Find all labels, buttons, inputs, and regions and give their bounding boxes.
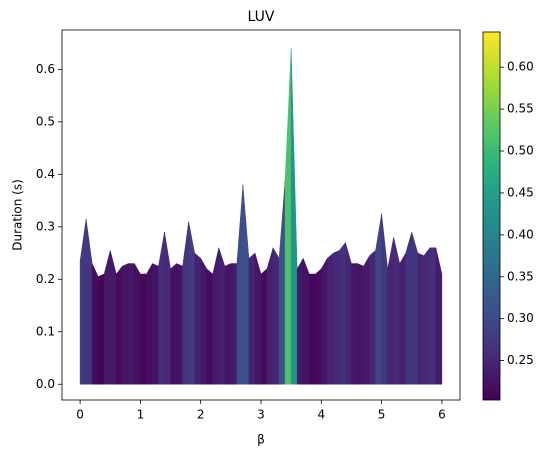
- area-segment: [140, 273, 147, 385]
- area-segment: [375, 213, 382, 385]
- area-segment: [158, 232, 165, 385]
- area-segment: [254, 252, 262, 385]
- area-segment: [176, 263, 183, 385]
- area-segment: [200, 257, 207, 385]
- area-segment: [333, 250, 340, 385]
- area-segment: [272, 246, 280, 385]
- colorbar-tick-label: 0.50: [507, 144, 534, 158]
- colorbar-tick-label: 0.45: [507, 185, 534, 199]
- y-tick-label: 0.2: [36, 272, 55, 286]
- x-tick-label: 0: [76, 408, 84, 422]
- colorbar-tick-label: 0.25: [507, 353, 534, 367]
- area-segment: [321, 257, 328, 385]
- chart-title: LUV: [248, 9, 275, 25]
- area-segment: [393, 237, 400, 385]
- area-segment: [363, 254, 370, 385]
- area-segment: [351, 263, 358, 385]
- x-tick-label: 3: [257, 408, 265, 422]
- y-tick-label: 0.4: [36, 167, 55, 181]
- area-segment: [164, 232, 171, 385]
- area-segment: [387, 237, 394, 385]
- area-segment: [381, 213, 388, 385]
- area-segment: [79, 218, 87, 385]
- colorbar-tick-label: 0.35: [507, 269, 534, 283]
- area-segment: [423, 247, 431, 385]
- area-segment: [284, 48, 292, 385]
- area-segment: [128, 263, 135, 385]
- x-tick-label: 4: [317, 408, 325, 422]
- area-segment: [224, 263, 232, 385]
- area-segment: [109, 250, 117, 385]
- area-segment: [260, 268, 268, 385]
- colorbar-tick-label: 0.30: [507, 311, 534, 325]
- area-segment: [188, 221, 195, 385]
- area-segment: [152, 263, 159, 385]
- area-segment: [399, 252, 406, 385]
- area-segment: [296, 257, 304, 385]
- y-tick-label: 0.6: [36, 62, 55, 76]
- area-segment: [194, 252, 201, 385]
- colorbar-tick-label: 0.60: [507, 60, 534, 74]
- area-segment: [236, 184, 244, 385]
- y-axis-label: Duration (s): [11, 179, 25, 251]
- area-segment: [206, 268, 214, 385]
- area-segment: [369, 249, 376, 385]
- area-segment: [308, 273, 316, 385]
- colorbar-tick-label: 0.40: [507, 227, 534, 241]
- area-segment: [103, 250, 111, 385]
- area-segment: [405, 231, 413, 385]
- colorbar-tick-label: 0.55: [507, 102, 534, 116]
- y-tick-label: 0.5: [36, 114, 55, 128]
- area-segment: [116, 265, 123, 385]
- area-segment: [85, 218, 93, 385]
- area-segment: [218, 247, 226, 385]
- area-segment: [429, 247, 437, 385]
- area-segment: [339, 241, 346, 385]
- area-segment: [230, 263, 238, 385]
- area-segment: [182, 221, 189, 385]
- area-segment: [122, 263, 129, 385]
- area-segment: [212, 247, 220, 385]
- area-segment: [91, 263, 99, 385]
- x-tick-label: 2: [197, 408, 205, 422]
- y-tick-label: 0.3: [36, 219, 55, 233]
- area-segment: [290, 48, 298, 385]
- y-tick-label: 0.1: [36, 324, 55, 338]
- area-segment: [327, 252, 334, 385]
- area-segment: [97, 273, 105, 385]
- area-segment: [345, 242, 352, 385]
- area-segment: [278, 179, 286, 385]
- area-segment: [302, 258, 310, 385]
- area-segment: [411, 231, 419, 385]
- area-segment: [266, 247, 274, 385]
- area-segment: [357, 263, 364, 385]
- area-segment: [170, 262, 177, 385]
- colorbar: [482, 31, 501, 401]
- area-segment: [315, 268, 322, 385]
- area-segment: [242, 184, 250, 385]
- area-segment: [146, 262, 153, 385]
- x-axis-label: β: [257, 433, 265, 447]
- x-tick-label: 6: [438, 408, 446, 422]
- x-tick-label: 5: [378, 408, 386, 422]
- area-segment: [134, 262, 141, 385]
- area-segment: [435, 247, 443, 385]
- x-tick-label: 1: [137, 408, 145, 422]
- area-segment: [417, 252, 425, 385]
- area-segment: [248, 252, 256, 385]
- y-tick-label: 0.0: [36, 377, 55, 391]
